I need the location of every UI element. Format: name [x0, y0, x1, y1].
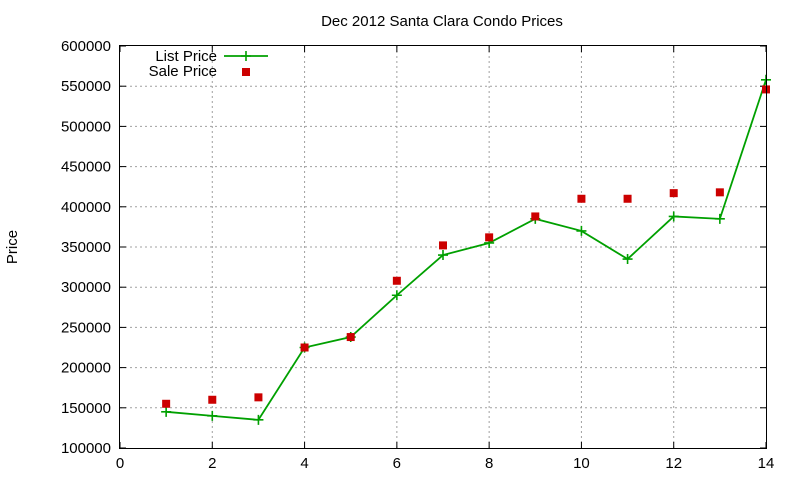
y-tick-label: 250000	[61, 319, 111, 336]
legend-label-list-price: List Price	[155, 48, 217, 65]
legend: List Price Sale Price	[149, 48, 268, 80]
sale-price-point	[577, 194, 586, 203]
y-tick-label: 600000	[61, 38, 111, 55]
x-tick-label: 4	[300, 455, 308, 472]
y-tick-label: 200000	[61, 360, 111, 377]
y-tick-label: 500000	[61, 118, 111, 135]
list-price-point	[253, 414, 264, 425]
sale-price-point	[623, 194, 632, 203]
series-layer	[161, 74, 771, 425]
list-price-point	[668, 211, 679, 222]
x-tick-label: 0	[116, 455, 124, 472]
y-tick-label: 100000	[61, 440, 111, 457]
y-tick-label: 300000	[61, 279, 111, 296]
y-tick-label: 450000	[61, 159, 111, 176]
list-price-point	[161, 406, 172, 417]
list-price-point	[438, 250, 448, 261]
list-price-point	[576, 225, 587, 236]
list-price-line	[166, 79, 767, 421]
list-price-point	[391, 290, 402, 301]
y-axis-label: Price	[4, 230, 21, 264]
legend-marker-sale-price	[242, 68, 250, 76]
list-price-point	[714, 213, 725, 224]
plot-frame	[119, 45, 767, 449]
x-tick-label: 8	[485, 455, 493, 472]
y-tick-label: 400000	[61, 199, 111, 216]
sale-price-point	[485, 233, 494, 242]
x-tick-label: 12	[665, 455, 682, 472]
x-tick-label: 14	[758, 455, 775, 472]
y-tick-label: 350000	[61, 239, 111, 256]
sale-price-point	[392, 276, 401, 285]
grid	[120, 46, 766, 448]
tick-labels: 100000 150000 200000 250000 300000 350000 4000…	[61, 38, 774, 472]
sale-price-point	[346, 333, 355, 342]
x-tick-label: 2	[208, 455, 216, 472]
sale-price-point	[439, 241, 447, 250]
sale-price-point	[531, 212, 540, 221]
sale-price-point	[254, 393, 263, 402]
chart-title: Dec 2012 Santa Clara Condo Prices	[321, 13, 563, 30]
x-tick-label: 6	[393, 455, 401, 472]
list-price-point	[207, 410, 218, 421]
list-price-point	[622, 254, 633, 265]
y-tick-label: 150000	[61, 400, 111, 417]
sale-price-point	[715, 188, 724, 197]
x-tick-label: 10	[573, 455, 590, 472]
sale-price-point	[669, 189, 678, 198]
sale-price-point	[162, 399, 171, 408]
legend-marker-list-price	[241, 51, 251, 61]
y-tick-label: 550000	[61, 78, 111, 95]
sale-price-point	[208, 395, 217, 404]
axis-ticks	[119, 45, 767, 449]
legend-label-sale-price: Sale Price	[149, 63, 217, 80]
sale-price-point	[300, 343, 309, 352]
